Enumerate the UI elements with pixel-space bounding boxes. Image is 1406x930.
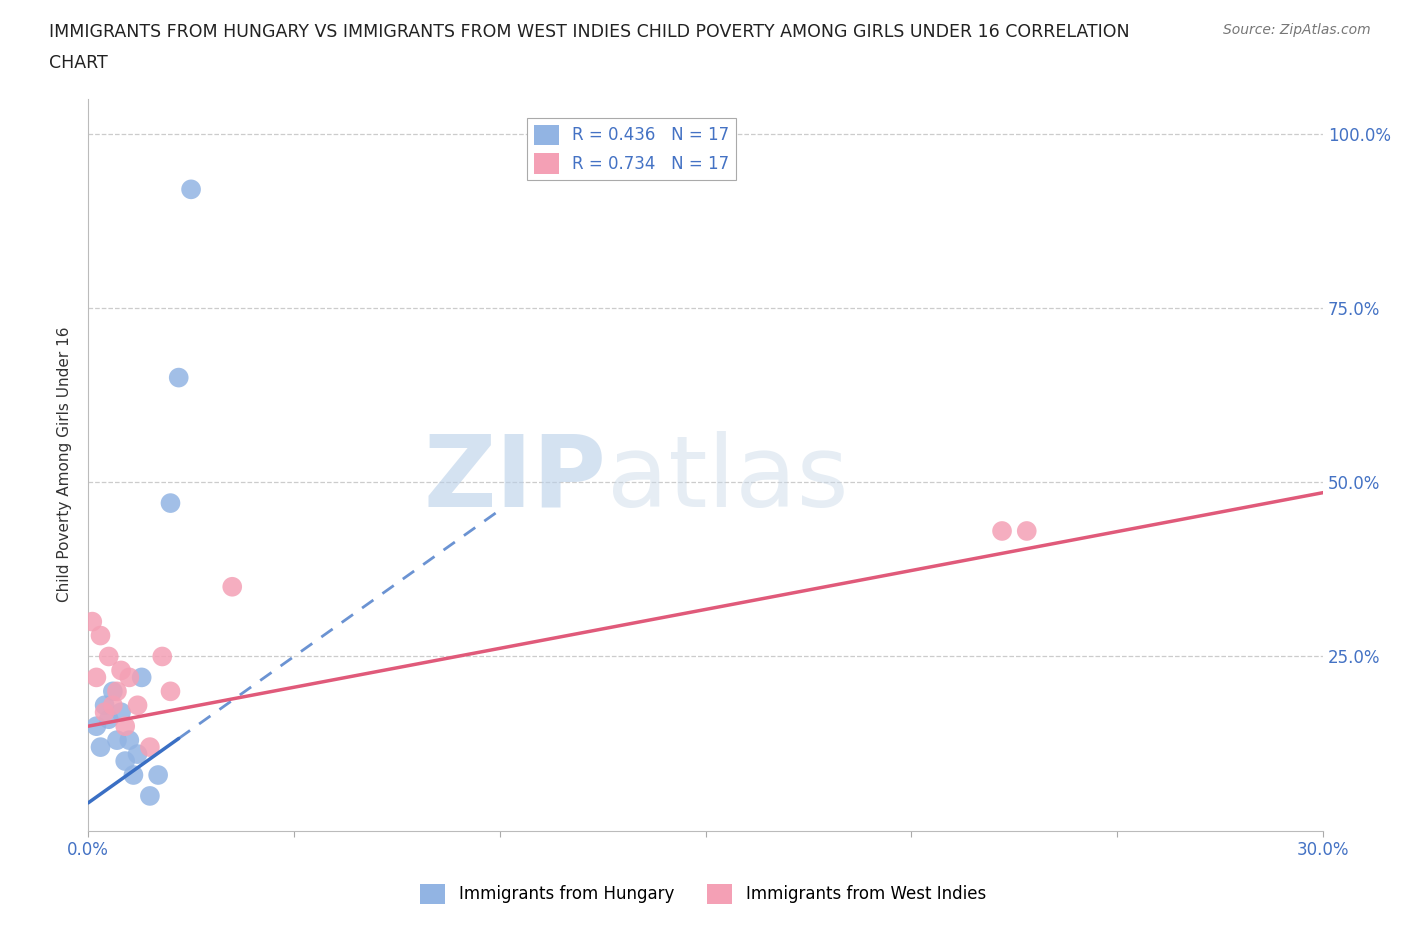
Point — [221, 579, 243, 594]
Point — [122, 767, 145, 782]
Text: Source: ZipAtlas.com: Source: ZipAtlas.com — [1223, 23, 1371, 37]
Point — [114, 719, 136, 734]
Point — [93, 698, 115, 712]
Point — [110, 705, 132, 720]
Point — [180, 182, 202, 197]
Legend: R = 0.436   N = 17, R = 0.734   N = 17: R = 0.436 N = 17, R = 0.734 N = 17 — [527, 118, 735, 180]
Point — [110, 663, 132, 678]
Point — [159, 496, 181, 511]
Text: CHART: CHART — [49, 54, 108, 72]
Point — [89, 739, 111, 754]
Point — [89, 628, 111, 643]
Point — [86, 670, 108, 684]
Text: atlas: atlas — [607, 431, 848, 528]
Point — [139, 789, 162, 804]
Point — [991, 524, 1014, 538]
Legend: Immigrants from Hungary, Immigrants from West Indies: Immigrants from Hungary, Immigrants from… — [413, 877, 993, 910]
Text: ZIP: ZIP — [425, 431, 607, 528]
Point — [86, 719, 108, 734]
Point — [82, 614, 104, 629]
Point — [131, 670, 153, 684]
Point — [1015, 524, 1038, 538]
Point — [150, 649, 173, 664]
Point — [114, 753, 136, 768]
Point — [139, 739, 162, 754]
Point — [97, 711, 120, 726]
Point — [97, 649, 120, 664]
Point — [105, 733, 128, 748]
Point — [127, 698, 149, 712]
Text: IMMIGRANTS FROM HUNGARY VS IMMIGRANTS FROM WEST INDIES CHILD POVERTY AMONG GIRLS: IMMIGRANTS FROM HUNGARY VS IMMIGRANTS FR… — [49, 23, 1130, 41]
Point — [101, 698, 124, 712]
Point — [118, 733, 141, 748]
Point — [167, 370, 190, 385]
Point — [159, 684, 181, 698]
Point — [146, 767, 169, 782]
Point — [101, 684, 124, 698]
Point — [105, 684, 128, 698]
Point — [118, 670, 141, 684]
Point — [93, 705, 115, 720]
Point — [127, 747, 149, 762]
Y-axis label: Child Poverty Among Girls Under 16: Child Poverty Among Girls Under 16 — [58, 327, 72, 603]
